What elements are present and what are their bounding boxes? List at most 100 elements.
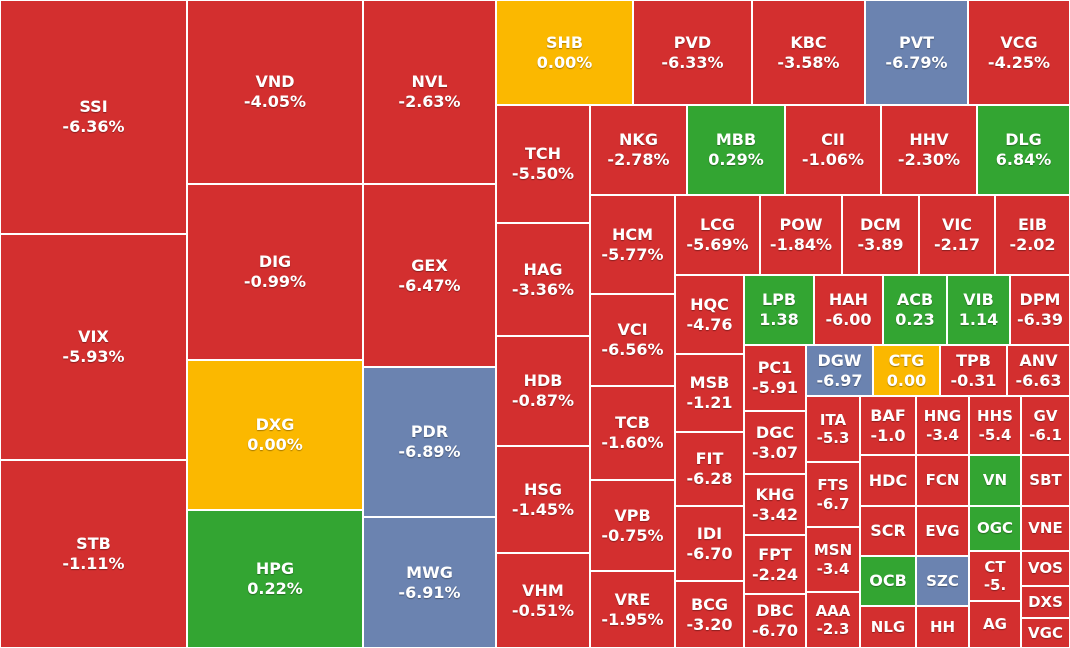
tile-change-label: 6.84% [995, 150, 1052, 169]
treemap-tile-hdb[interactable]: HDB -0.87% [496, 336, 590, 446]
treemap-tile-sbt[interactable]: SBT [1021, 455, 1070, 506]
treemap-tile-dig[interactable]: DIG -0.99% [187, 184, 363, 360]
treemap-tile-kbc[interactable]: KBC -3.58% [752, 0, 865, 105]
treemap-tile-tcb[interactable]: TCB -1.60% [590, 386, 675, 480]
tile-change-label: -6.89% [398, 442, 461, 461]
treemap-tile-lcg[interactable]: LCG -5.69% [675, 195, 760, 275]
treemap-tile-bcg[interactable]: BCG -3.20 [675, 581, 744, 648]
treemap-tile-acb[interactable]: ACB 0.23 [883, 275, 947, 345]
treemap-tile-ct[interactable]: CT -5. [969, 551, 1021, 601]
treemap-tile-anv[interactable]: ANV -6.63 [1007, 345, 1070, 396]
tile-change-label: -1.60% [601, 433, 664, 452]
treemap-tile-hdc[interactable]: HDC [860, 455, 916, 506]
treemap-tile-hah[interactable]: HAH -6.00 [814, 275, 883, 345]
treemap-tile-vgc[interactable]: VGC [1021, 618, 1070, 648]
treemap-tile-ag[interactable]: AG [969, 601, 1021, 648]
treemap-tile-mwg[interactable]: MWG -6.91% [363, 517, 496, 648]
tile-change-label: -6.79% [885, 52, 948, 72]
treemap-tile-dbc[interactable]: DBC -6.70 [744, 594, 806, 648]
treemap-tile-vic[interactable]: VIC -2.17 [919, 195, 995, 275]
treemap-tile-vix[interactable]: VIX -5.93% [0, 234, 187, 460]
treemap-tile-dcm[interactable]: DCM -3.89 [842, 195, 919, 275]
treemap-tile-nvl[interactable]: NVL -2.63% [363, 0, 496, 184]
treemap-tile-pow[interactable]: POW -1.84% [760, 195, 842, 275]
tile-change-label: -6.56% [601, 340, 664, 359]
treemap-tile-szc[interactable]: SZC [916, 556, 969, 606]
treemap-tile-baf[interactable]: BAF -1.0 [860, 396, 916, 455]
treemap-tile-lpb[interactable]: LPB 1.38 [744, 275, 814, 345]
treemap-tile-hhv[interactable]: HHV -2.30% [881, 105, 977, 195]
treemap-tile-vib[interactable]: VIB 1.14 [947, 275, 1010, 345]
treemap-tile-vhm[interactable]: VHM -0.51% [496, 553, 590, 648]
treemap-tile-hqc[interactable]: HQC -4.76 [675, 275, 744, 354]
tile-symbol: DXS [1028, 592, 1063, 611]
tile-symbol: DGC [755, 422, 795, 442]
treemap-tile-hsg[interactable]: HSG -1.45% [496, 446, 590, 553]
tile-symbol: CT [984, 557, 1006, 576]
treemap-tile-fit[interactable]: FIT -6.28 [675, 432, 744, 506]
tile-symbol: DXG [255, 415, 295, 435]
tile-change-label: 0.00% [536, 52, 593, 72]
tile-symbol: SBT [1029, 471, 1062, 490]
treemap-tile-dxg[interactable]: DXG 0.00% [187, 360, 363, 510]
treemap-tile-vcg[interactable]: VCG -4.25% [968, 0, 1070, 105]
treemap-tile-cii[interactable]: CII -1.06% [785, 105, 881, 195]
tile-symbol: MBB [715, 130, 757, 150]
treemap-tile-hh[interactable]: HH [916, 606, 969, 648]
treemap-tile-dgw[interactable]: DGW -6.97 [806, 345, 873, 396]
treemap-tile-dxs[interactable]: DXS [1021, 586, 1070, 618]
tile-change-label: -1.95% [601, 609, 664, 629]
treemap-tile-hpg[interactable]: HPG 0.22% [187, 510, 363, 648]
treemap-tile-shb[interactable]: SHB 0.00% [496, 0, 633, 105]
treemap-tile-tpb[interactable]: TPB -0.31 [940, 345, 1007, 396]
treemap-tile-fts[interactable]: FTS -6.7 [806, 462, 860, 527]
tile-symbol: DCM [860, 215, 901, 235]
treemap-tile-nkg[interactable]: NKG -2.78% [590, 105, 687, 195]
treemap-tile-vpb[interactable]: VPB -0.75% [590, 480, 675, 571]
treemap-tile-nlg[interactable]: NLG [860, 606, 916, 648]
treemap-tile-hhs[interactable]: HHS -5.4 [969, 396, 1021, 455]
treemap-tile-pdr[interactable]: PDR -6.89% [363, 367, 496, 517]
treemap-tile-dlg[interactable]: DLG 6.84% [977, 105, 1070, 195]
treemap-tile-pvd[interactable]: PVD -6.33% [633, 0, 752, 105]
treemap-tile-mbb[interactable]: MBB 0.29% [687, 105, 785, 195]
treemap-tile-ogc[interactable]: OGC [969, 506, 1021, 551]
tile-change-label: -6.28 [686, 469, 733, 488]
treemap-tile-hag[interactable]: HAG -3.36% [496, 223, 590, 336]
treemap-tile-idi[interactable]: IDI -6.70 [675, 506, 744, 581]
treemap-tile-ocb[interactable]: OCB [860, 556, 916, 606]
treemap-tile-msb[interactable]: MSB -1.21 [675, 354, 744, 432]
tile-symbol: KBC [790, 32, 827, 52]
treemap-tile-vn[interactable]: VN [969, 455, 1021, 506]
treemap-tile-scr[interactable]: SCR [860, 506, 916, 556]
tile-symbol: HPG [255, 559, 295, 579]
treemap-tile-ctg[interactable]: CTG 0.00 [873, 345, 940, 396]
treemap-tile-msn[interactable]: MSN -3.4 [806, 527, 860, 592]
treemap-tile-pvt[interactable]: PVT -6.79% [865, 0, 968, 105]
treemap-tile-gex[interactable]: GEX -6.47% [363, 184, 496, 367]
treemap-tile-dpm[interactable]: DPM -6.39 [1010, 275, 1070, 345]
treemap-tile-vnd[interactable]: VND -4.05% [187, 0, 363, 184]
treemap-tile-fcn[interactable]: FCN [916, 455, 969, 506]
treemap-tile-ssi[interactable]: SSI -6.36% [0, 0, 187, 234]
treemap-tile-vne[interactable]: VNE [1021, 506, 1070, 551]
treemap-tile-khg[interactable]: KHG -3.42 [744, 474, 806, 535]
treemap-tile-dgc[interactable]: DGC -3.07 [744, 411, 806, 474]
treemap-tile-evg[interactable]: EVG [916, 506, 969, 556]
treemap-tile-gv[interactable]: GV -6.1 [1021, 396, 1070, 455]
treemap-tile-pc1[interactable]: PC1 -5.91 [744, 345, 806, 411]
treemap-tile-vos[interactable]: VOS [1021, 551, 1070, 586]
treemap-tile-vre[interactable]: VRE -1.95% [590, 571, 675, 648]
treemap-tile-tch[interactable]: TCH -5.50% [496, 105, 590, 223]
treemap-tile-eib[interactable]: EIB -2.02 [995, 195, 1070, 275]
treemap-tile-vci[interactable]: VCI -6.56% [590, 294, 675, 386]
tile-change-label: -1.11% [62, 554, 125, 573]
tile-change-label: 1.38 [759, 310, 799, 329]
treemap-tile-stb[interactable]: STB -1.11% [0, 460, 187, 648]
treemap-tile-hcm[interactable]: HCM -5.77% [590, 195, 675, 294]
treemap-tile-fpt[interactable]: FPT -2.24 [744, 535, 806, 594]
treemap-tile-aaa[interactable]: AAA -2.3 [806, 592, 860, 648]
treemap-tile-hng[interactable]: HNG -3.4 [916, 396, 969, 455]
tile-symbol: POW [779, 215, 823, 235]
treemap-tile-ita[interactable]: ITA -5.3 [806, 396, 860, 462]
